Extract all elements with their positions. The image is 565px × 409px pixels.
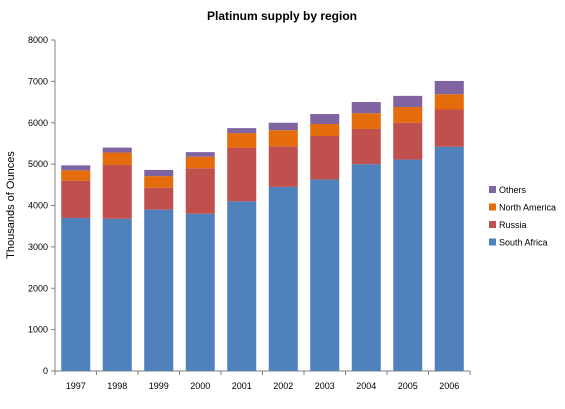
legend-label: North America bbox=[499, 203, 556, 213]
bar-segment-south-africa bbox=[144, 209, 174, 371]
y-axis-label: Thousands of Ounces bbox=[5, 151, 17, 259]
bar-segment-others bbox=[268, 122, 298, 131]
y-tick-label: 8000 bbox=[28, 35, 48, 45]
y-tick-label: 0 bbox=[43, 366, 48, 376]
legend-label: Russia bbox=[499, 220, 527, 230]
x-tick-label: 1998 bbox=[107, 381, 127, 391]
y-tick-label: 2000 bbox=[28, 283, 48, 293]
bar-segment-north-america bbox=[310, 123, 340, 136]
bar-segment-south-africa bbox=[102, 218, 132, 371]
bars bbox=[61, 80, 464, 372]
bar-segment-south-africa bbox=[434, 146, 464, 371]
bar-segment-north-america bbox=[351, 113, 381, 129]
y-tick-label: 4000 bbox=[28, 201, 48, 211]
x-tick-labels: 1997 1998 1999 2000 2001 2002 2003 2004 2005 2006 bbox=[54, 371, 471, 391]
y-tick-label: 3000 bbox=[28, 242, 48, 252]
x-tick-label: 2005 bbox=[398, 381, 418, 391]
x-tick-label: 2001 bbox=[232, 381, 252, 391]
chart-title: Platinum supply by region bbox=[207, 9, 357, 23]
y-tick-label: 6000 bbox=[28, 118, 48, 128]
bar-segment-others bbox=[310, 114, 340, 124]
bar-segment-others bbox=[102, 147, 132, 153]
bar-segment-russia bbox=[144, 187, 174, 210]
bar-segment-north-america bbox=[185, 156, 215, 169]
bar-segment-russia bbox=[434, 109, 464, 147]
bar-segment-south-africa bbox=[268, 186, 298, 371]
bar-segment-russia bbox=[61, 180, 91, 218]
legend: Others North America Russia South Africa bbox=[489, 185, 556, 248]
x-tick-label: 1997 bbox=[66, 381, 86, 391]
bar-segment-south-africa bbox=[227, 201, 257, 371]
legend-swatch bbox=[489, 238, 496, 246]
legend-label: Others bbox=[499, 185, 527, 195]
bar-segment-others bbox=[393, 95, 423, 108]
bar-segment-russia bbox=[393, 122, 423, 160]
bar-segment-south-africa bbox=[351, 164, 381, 372]
bar-segment-russia bbox=[185, 168, 215, 214]
bar-segment-russia bbox=[102, 164, 132, 219]
y-tick-label: 1000 bbox=[28, 325, 48, 335]
bar-segment-north-america bbox=[268, 130, 298, 147]
y-tick-label: 7000 bbox=[28, 76, 48, 86]
bar-segment-russia bbox=[268, 146, 298, 187]
legend-swatch bbox=[489, 203, 496, 211]
bar-segment-south-africa bbox=[185, 213, 215, 371]
bar-segment-others bbox=[351, 102, 381, 114]
bar-segment-north-america bbox=[434, 94, 464, 110]
bar-segment-others bbox=[61, 165, 91, 171]
x-tick-label: 2006 bbox=[439, 381, 459, 391]
legend-label: South Africa bbox=[499, 238, 548, 248]
bar-segment-south-africa bbox=[393, 159, 423, 371]
bar-segment-russia bbox=[227, 147, 257, 202]
bar-segment-others bbox=[434, 80, 464, 95]
bar-segment-north-america bbox=[393, 107, 423, 123]
x-tick-label: 2002 bbox=[273, 381, 293, 391]
bar-segment-north-america bbox=[102, 152, 132, 165]
bar-segment-north-america bbox=[61, 170, 91, 181]
bar-segment-others bbox=[227, 128, 257, 134]
bar-segment-south-africa bbox=[61, 217, 91, 371]
bar-segment-others bbox=[144, 169, 174, 177]
x-tick-label: 2003 bbox=[315, 381, 335, 391]
bar-segment-russia bbox=[351, 128, 381, 165]
x-tick-label: 2000 bbox=[190, 381, 210, 391]
bar-segment-north-america bbox=[227, 133, 257, 148]
y-tick-labels: 0 1000 2000 3000 4000 5000 6000 7000 8000 bbox=[28, 35, 55, 376]
bar-segment-others bbox=[185, 152, 215, 157]
bar-segment-north-america bbox=[144, 176, 174, 188]
legend-swatch bbox=[489, 221, 496, 228]
legend-swatch bbox=[489, 186, 496, 193]
bar-segment-russia bbox=[310, 135, 340, 180]
y-tick-label: 5000 bbox=[28, 159, 48, 169]
bar-segment-south-africa bbox=[310, 179, 340, 371]
x-tick-label: 1999 bbox=[149, 381, 169, 391]
x-tick-label: 2004 bbox=[356, 381, 376, 391]
